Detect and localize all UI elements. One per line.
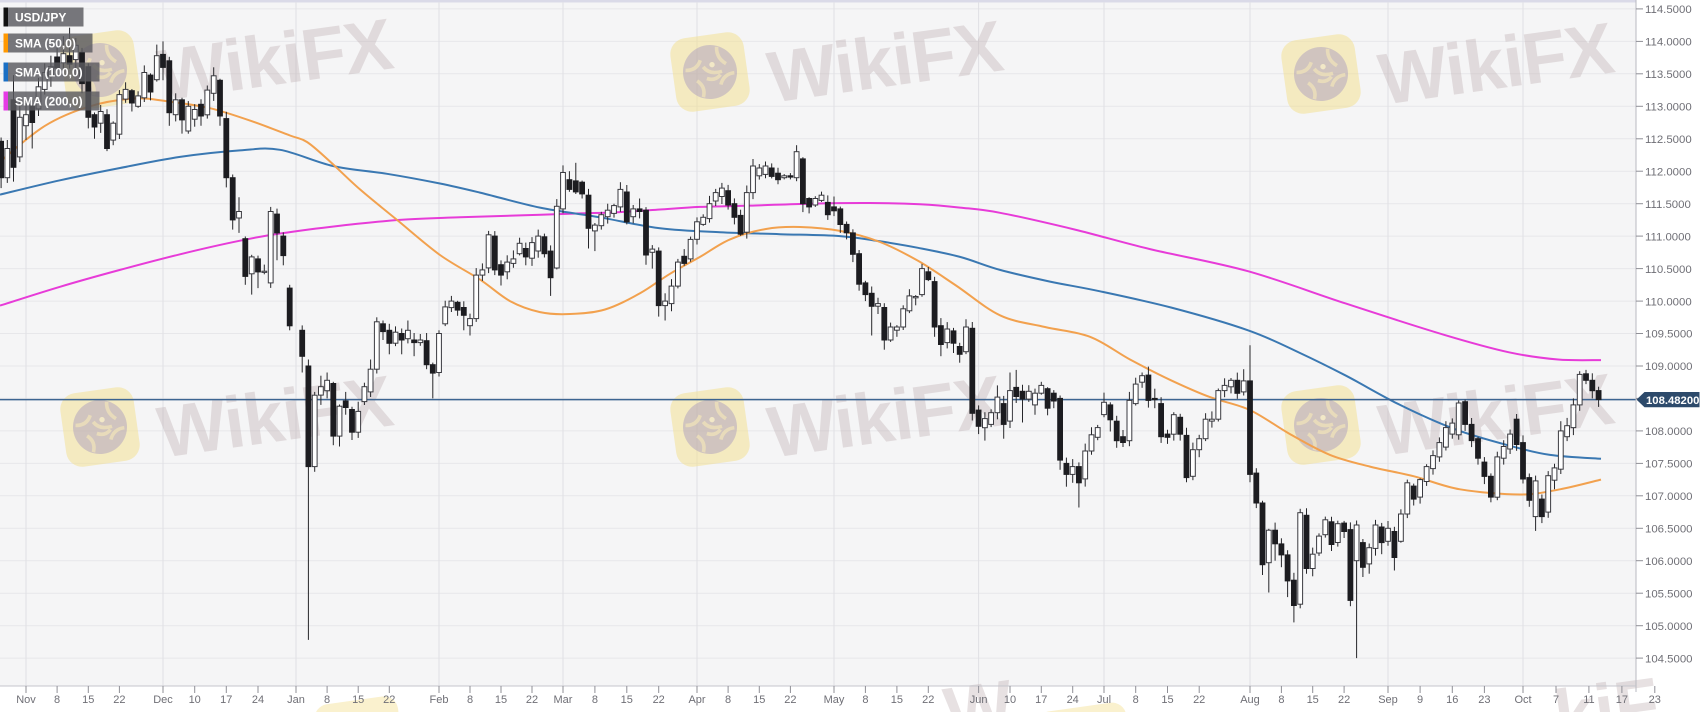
svg-text:Mar: Mar [554, 694, 573, 706]
svg-text:9: 9 [1417, 694, 1423, 706]
svg-text:106.5000: 106.5000 [1645, 524, 1693, 536]
svg-text:15: 15 [352, 694, 364, 706]
svg-text:Aug: Aug [1240, 694, 1260, 706]
svg-text:Oct: Oct [1514, 694, 1531, 706]
svg-text:Jul: Jul [1097, 694, 1111, 706]
svg-text:104.5000: 104.5000 [1645, 653, 1693, 665]
svg-text:23: 23 [1478, 694, 1490, 706]
svg-text:22: 22 [922, 694, 934, 706]
svg-text:8: 8 [467, 694, 473, 706]
svg-text:105.5000: 105.5000 [1645, 588, 1693, 600]
svg-text:May: May [824, 694, 845, 706]
svg-text:106.0000: 106.0000 [1645, 556, 1693, 568]
svg-text:113.5000: 113.5000 [1645, 69, 1692, 81]
svg-text:112.0000: 112.0000 [1645, 166, 1692, 178]
svg-text:SMA (50,0): SMA (50,0) [15, 37, 76, 51]
svg-text:10: 10 [1004, 694, 1016, 706]
svg-text:105.0000: 105.0000 [1645, 621, 1693, 633]
svg-text:113.0000: 113.0000 [1645, 102, 1692, 114]
svg-text:108.48200: 108.48200 [1646, 395, 1699, 407]
svg-text:15: 15 [1307, 694, 1319, 706]
svg-text:16: 16 [1446, 694, 1458, 706]
svg-text:Dec: Dec [153, 694, 173, 706]
svg-text:Apr: Apr [688, 694, 705, 706]
svg-text:8: 8 [592, 694, 598, 706]
svg-text:112.5000: 112.5000 [1645, 134, 1692, 146]
svg-text:22: 22 [1193, 694, 1205, 706]
svg-text:22: 22 [1338, 694, 1350, 706]
svg-text:8: 8 [1278, 694, 1284, 706]
svg-text:17: 17 [1616, 694, 1628, 706]
svg-text:8: 8 [725, 694, 731, 706]
svg-text:24: 24 [1067, 694, 1079, 706]
svg-text:Sep: Sep [1378, 694, 1398, 706]
svg-text:107.0000: 107.0000 [1645, 491, 1693, 503]
svg-text:107.5000: 107.5000 [1645, 459, 1693, 471]
svg-text:Nov: Nov [16, 694, 36, 706]
svg-text:110.5000: 110.5000 [1645, 264, 1692, 276]
svg-text:108.0000: 108.0000 [1645, 426, 1693, 438]
svg-text:11: 11 [1583, 694, 1594, 706]
svg-text:17: 17 [220, 694, 232, 706]
svg-text:22: 22 [383, 694, 395, 706]
svg-text:15: 15 [891, 694, 903, 706]
svg-text:Jan: Jan [287, 694, 305, 706]
svg-text:111.0000: 111.0000 [1645, 231, 1691, 243]
svg-text:15: 15 [1161, 694, 1173, 706]
svg-text:7: 7 [1553, 694, 1559, 706]
svg-text:23: 23 [1649, 694, 1661, 706]
svg-text:8: 8 [862, 694, 868, 706]
svg-text:15: 15 [495, 694, 507, 706]
svg-text:111.5000: 111.5000 [1645, 199, 1691, 211]
svg-text:109.5000: 109.5000 [1645, 329, 1693, 341]
svg-text:SMA (100,0): SMA (100,0) [15, 66, 83, 80]
svg-text:15: 15 [82, 694, 94, 706]
svg-text:110.0000: 110.0000 [1645, 296, 1692, 308]
svg-text:SMA (200,0): SMA (200,0) [15, 95, 83, 109]
svg-text:8: 8 [54, 694, 60, 706]
svg-text:15: 15 [621, 694, 633, 706]
svg-text:17: 17 [1035, 694, 1047, 706]
svg-text:Feb: Feb [430, 694, 449, 706]
svg-text:22: 22 [653, 694, 665, 706]
svg-text:24: 24 [252, 694, 264, 706]
svg-text:109.0000: 109.0000 [1645, 361, 1693, 373]
svg-text:114.5000: 114.5000 [1645, 4, 1692, 16]
svg-text:USD/JPY: USD/JPY [15, 11, 66, 25]
svg-text:114.0000: 114.0000 [1645, 37, 1692, 49]
svg-text:8: 8 [1133, 694, 1139, 706]
svg-text:22: 22 [784, 694, 796, 706]
svg-text:15: 15 [753, 694, 765, 706]
svg-text:8: 8 [324, 694, 330, 706]
svg-text:22: 22 [113, 694, 125, 706]
svg-text:Jun: Jun [970, 694, 988, 706]
svg-text:10: 10 [189, 694, 201, 706]
svg-text:22: 22 [526, 694, 538, 706]
